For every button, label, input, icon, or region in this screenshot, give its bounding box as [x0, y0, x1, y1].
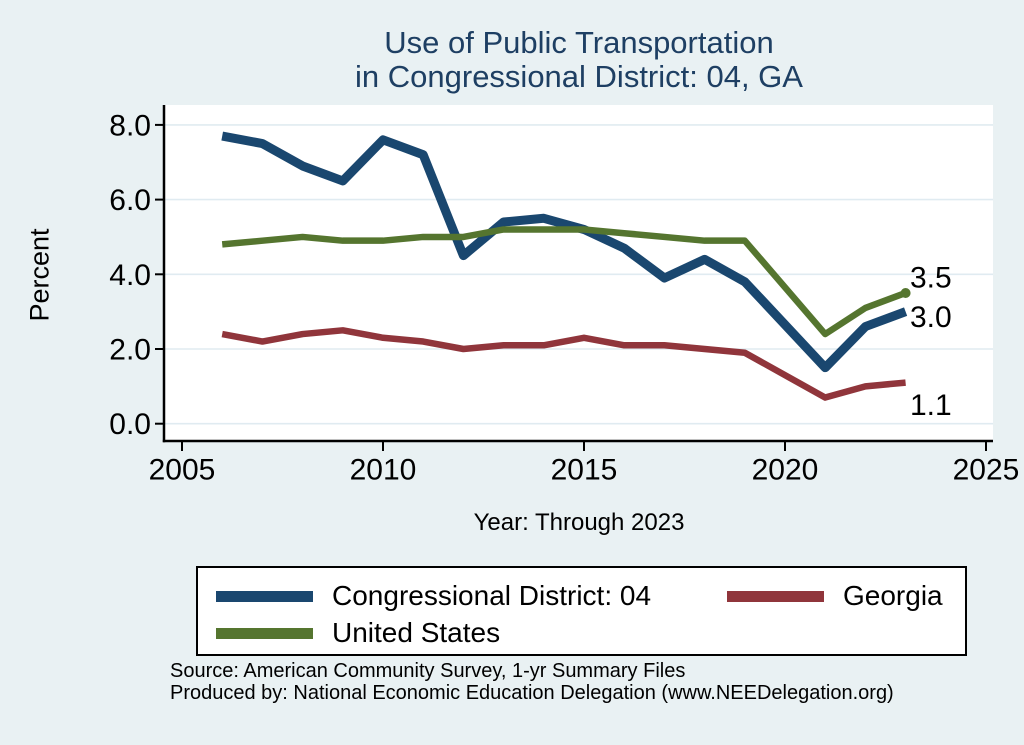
district-line-swatch [216, 590, 313, 602]
series-end-dot [900, 287, 911, 298]
y-tick-label: 8.0 [109, 109, 151, 142]
chart-title: Use of Public Transportation in Congress… [164, 26, 994, 94]
legend-item-georgia: Georgia [727, 579, 943, 613]
y-tick-label: 4.0 [109, 259, 151, 292]
series-line-georgia [221, 327, 906, 401]
x-tick-label: 2025 [953, 454, 1020, 487]
series-line-congressional-district-04 [221, 131, 908, 373]
source-line: Source: American Community Survey, 1-yr … [170, 660, 686, 682]
legend-label-district: Congressional District: 04 [332, 580, 652, 611]
legend-label-georgia: Georgia [843, 580, 943, 611]
y-tick-label: 6.0 [109, 184, 151, 217]
georgia-line-swatch [727, 590, 824, 602]
x-axis-label: Year: Through 2023 [473, 509, 685, 536]
series-line-united-states [221, 226, 907, 338]
y-axis-label: Percent [24, 228, 55, 322]
chart-title-line2: in Congressional District: 04, GA [355, 59, 803, 94]
legend: Congressional District: 04 Georgia Unite… [196, 566, 967, 656]
x-tick-label: 2005 [149, 454, 216, 487]
legend-item-us: United States [216, 616, 500, 650]
chart-title-line1: Use of Public Transportation [384, 25, 774, 60]
produced-by-line: Produced by: National Economic Education… [170, 682, 894, 704]
legend-item-district: Congressional District: 04 [216, 579, 651, 613]
y-tick-label: 0.0 [109, 408, 151, 441]
legend-label-us: United States [332, 617, 501, 648]
end-label-1.1: 1.1 [910, 389, 952, 422]
end-label-3.0: 3.0 [910, 301, 952, 334]
y-tick-label: 2.0 [109, 334, 151, 367]
x-tick-label: 2020 [752, 454, 819, 487]
x-tick-label: 2015 [551, 454, 618, 487]
x-tick-label: 2010 [350, 454, 417, 487]
source-note: Source: American Community Survey, 1-yr … [170, 660, 894, 704]
end-label-3.5: 3.5 [910, 261, 952, 294]
us-line-swatch [216, 627, 313, 639]
